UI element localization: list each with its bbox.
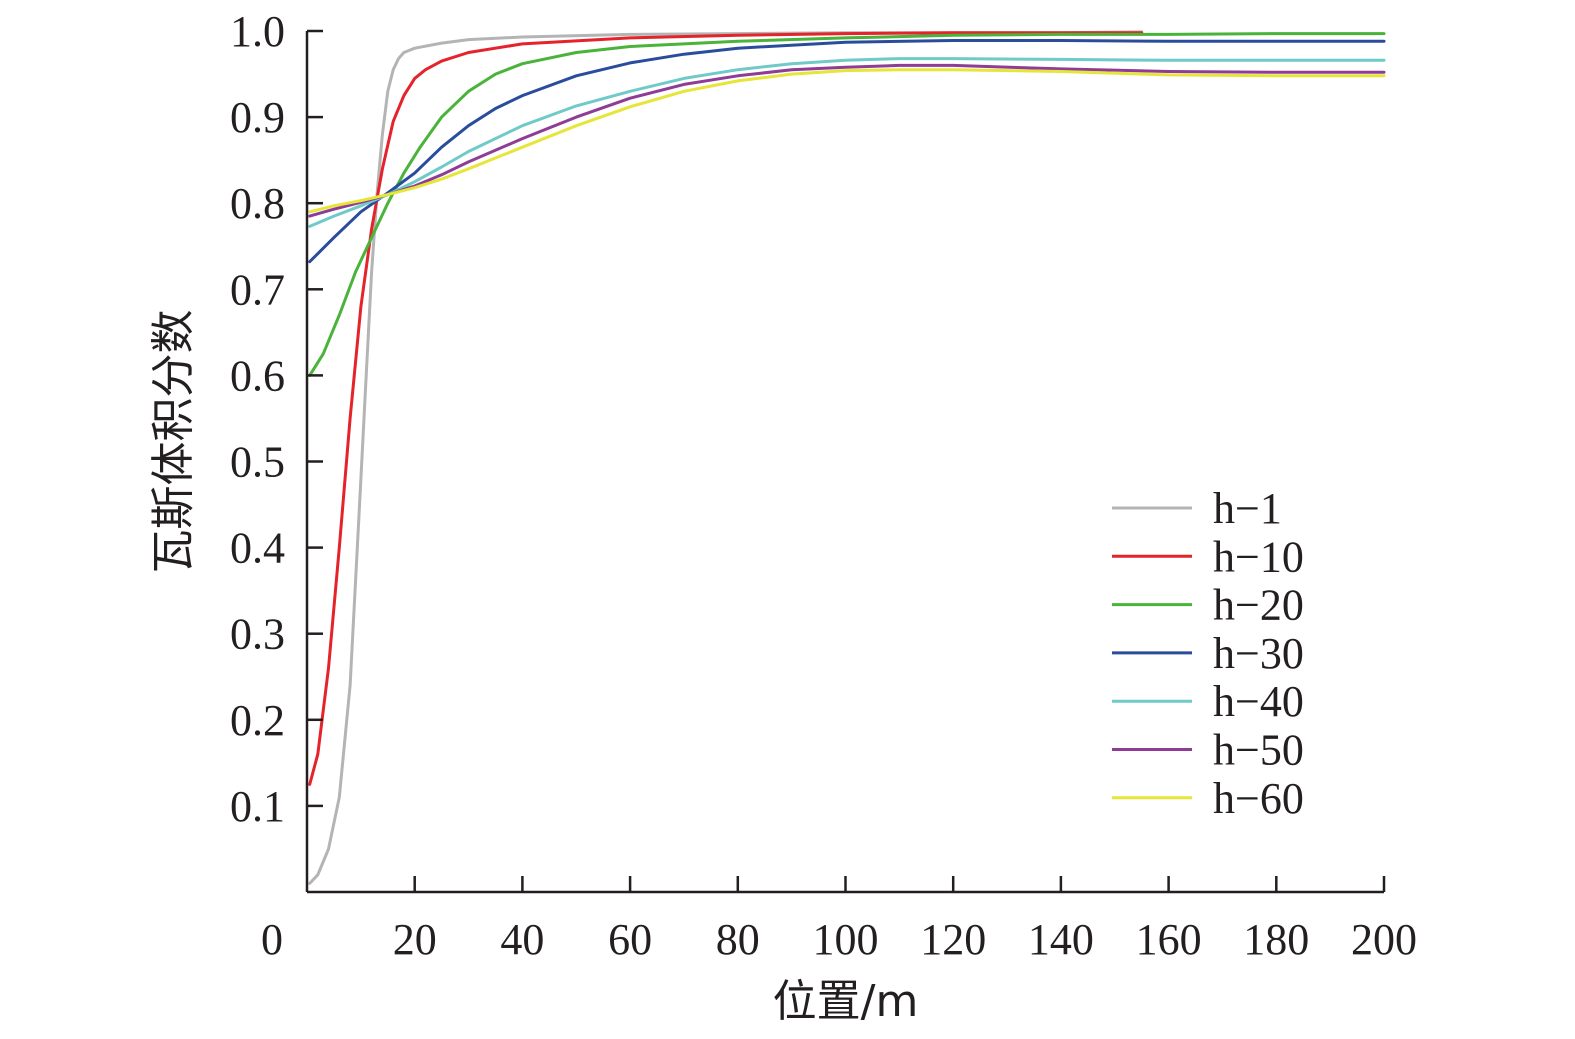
x-tick-label: 200 [1351, 915, 1417, 964]
y-tick-label: 0.3 [230, 610, 285, 659]
y-tick-label: 0.8 [230, 179, 285, 228]
y-tick-label: 0.9 [230, 93, 285, 142]
legend-item: h−10 [1112, 532, 1304, 581]
series-line-7 [308, 68, 1386, 214]
legend-label: h−50 [1213, 726, 1304, 775]
x-tick-label: 140 [1028, 915, 1094, 964]
legend-label: h−40 [1213, 677, 1304, 726]
y-tick-label: 0.5 [230, 438, 285, 487]
y-tick-label: 0.2 [230, 696, 285, 745]
series-layer [308, 30, 1386, 885]
legend-label: h−10 [1213, 532, 1304, 581]
legend-item: h−40 [1112, 677, 1304, 726]
series-line-4 [308, 39, 1386, 264]
ticks-layer: 0.1 0.2 0.3 0.4 0.5 0.6 0.7 0.8 0.9 1.0 0 20 40 60 80 1… [230, 7, 1417, 964]
legend-label: h−30 [1213, 629, 1304, 678]
x-tick-label: 20 [393, 915, 437, 964]
series-line-3 [308, 32, 1386, 377]
series-line-1 [308, 30, 1144, 885]
x-tick-label: 0 [261, 915, 283, 964]
x-axis-title: 位置/m [773, 976, 919, 1027]
x-tick-label: 60 [608, 915, 652, 964]
y-tick-label: 0.1 [230, 782, 285, 831]
x-tick-label: 160 [1136, 915, 1202, 964]
series-line-6 [308, 63, 1386, 218]
y-tick-label: 0.4 [230, 524, 285, 573]
y-tick-label: 0.7 [230, 265, 285, 314]
legend-item: h−1 [1112, 484, 1282, 533]
legend-item: h−60 [1112, 774, 1304, 823]
y-tick-label: 1.0 [230, 7, 285, 56]
x-tick-label: 100 [813, 915, 879, 964]
x-tick-label: 80 [716, 915, 760, 964]
x-tick-label: 180 [1243, 915, 1309, 964]
series-line-5 [308, 57, 1386, 228]
legend-label: h−20 [1213, 581, 1304, 630]
x-tick-label: 40 [500, 915, 544, 964]
legend-item: h−20 [1112, 581, 1304, 630]
legend-item: h−50 [1112, 726, 1304, 775]
legend-label: h−60 [1213, 774, 1304, 823]
legend: h−1h−10h−20h−30h−40h−50h−60 [1112, 484, 1304, 823]
series-line-2 [308, 31, 1144, 786]
y-tick-label: 0.6 [230, 351, 285, 400]
x-tick-label: 120 [920, 915, 986, 964]
y-axis-title: 瓦斯体积分数 [148, 310, 199, 574]
legend-label: h−1 [1213, 484, 1282, 533]
legend-item: h−30 [1112, 629, 1304, 678]
